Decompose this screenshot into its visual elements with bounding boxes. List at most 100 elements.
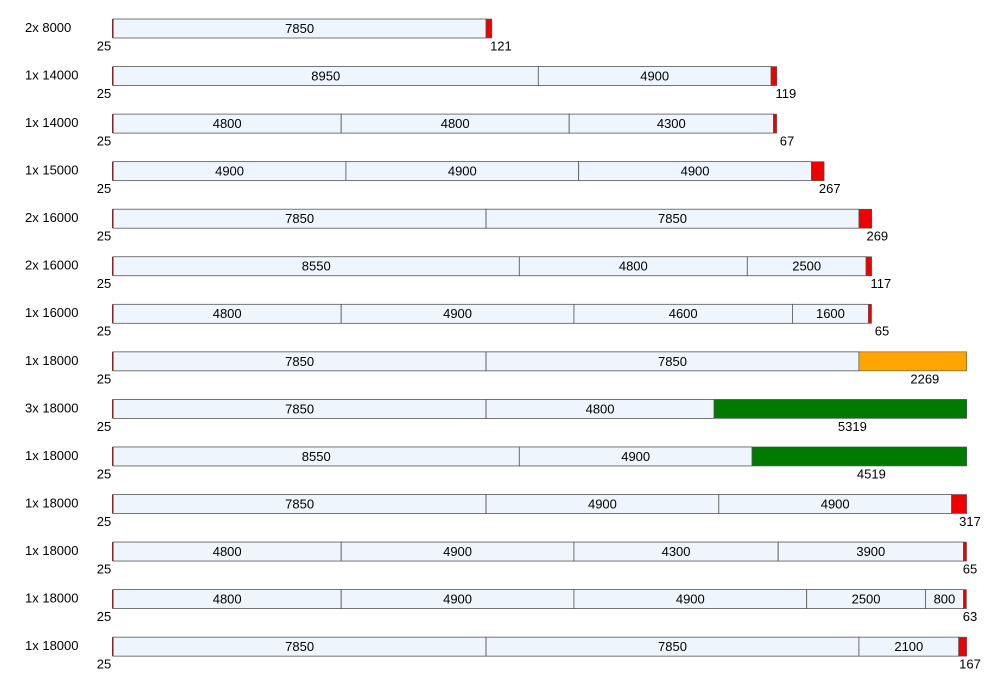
piece-label: 4900	[588, 496, 617, 511]
row-label: 1x 15000	[25, 163, 79, 178]
row-label: 1x 16000	[25, 305, 79, 320]
row-label: 1x 18000	[25, 543, 79, 558]
waste	[868, 303, 872, 324]
start-trim	[112, 209, 114, 229]
waste	[713, 399, 968, 419]
start-trim	[112, 542, 114, 562]
start-label: 25	[97, 134, 111, 149]
piece-label: 4900	[443, 544, 472, 559]
piece-label: 8950	[311, 68, 340, 83]
start-label: 25	[97, 419, 111, 434]
start-trim	[112, 351, 114, 371]
row-label: 1x 18000	[25, 448, 79, 463]
waste-label: 65	[875, 324, 889, 339]
piece-label: 4900	[621, 449, 650, 464]
piece-label: 4900	[821, 496, 850, 511]
start-label: 25	[97, 514, 111, 529]
row-label: 1x 18000	[25, 353, 79, 368]
waste-label: 317	[959, 514, 981, 529]
piece-label: 1600	[816, 306, 845, 321]
piece-label: 4800	[213, 116, 242, 131]
waste	[963, 541, 967, 562]
piece-label: 7850	[285, 401, 314, 416]
row-label: 1x 14000	[25, 67, 79, 82]
waste-label: 5319	[838, 419, 867, 434]
start-trim	[112, 589, 114, 609]
start-trim	[112, 161, 114, 181]
waste	[963, 589, 967, 609]
start-label: 25	[97, 276, 111, 291]
piece-label: 4800	[441, 116, 470, 131]
start-label: 25	[97, 324, 111, 339]
start-trim	[112, 304, 114, 324]
piece-label: 4900	[676, 592, 705, 607]
piece-label: 4800	[586, 401, 615, 416]
start-trim	[112, 19, 114, 38]
start-label: 25	[97, 86, 111, 101]
piece-label: 4900	[215, 164, 244, 179]
start-label: 25	[97, 229, 111, 244]
piece-label: 2500	[852, 592, 881, 607]
piece-label: 7850	[285, 639, 314, 654]
row-label: 2x 8000	[25, 20, 71, 35]
piece-label: 7850	[285, 354, 314, 369]
waste-label: 67	[780, 134, 794, 149]
row-label: 1x 18000	[25, 638, 79, 653]
waste	[858, 208, 873, 229]
start-trim	[112, 399, 114, 419]
waste-label: 167	[959, 657, 981, 672]
row-label: 1x 14000	[25, 115, 79, 130]
piece-label: 7850	[285, 21, 314, 36]
waste-label: 4519	[857, 466, 886, 481]
piece-label: 4900	[640, 68, 669, 83]
waste-label: 2269	[910, 371, 939, 386]
waste-label: 63	[963, 609, 977, 624]
start-label: 25	[97, 181, 111, 196]
waste	[485, 18, 493, 39]
piece-label: 3900	[856, 544, 885, 559]
start-trim	[112, 494, 114, 514]
waste	[958, 636, 967, 657]
row-label: 3x 18000	[25, 400, 79, 415]
start-label: 25	[97, 657, 111, 672]
start-label: 25	[97, 466, 111, 481]
piece-label: 7850	[285, 496, 314, 511]
waste	[865, 256, 872, 277]
piece-label: 2500	[792, 259, 821, 274]
waste-label: 65	[963, 561, 977, 576]
piece-label: 4800	[213, 592, 242, 607]
waste	[751, 446, 968, 467]
row-label: 1x 18000	[25, 495, 79, 510]
piece-label: 4300	[662, 544, 691, 559]
piece-label: 8550	[302, 259, 331, 274]
waste-label: 117	[870, 276, 891, 291]
piece-label: 4900	[443, 306, 472, 321]
waste	[951, 494, 967, 514]
waste	[773, 113, 777, 134]
piece-label: 4800	[619, 259, 648, 274]
row-label: 2x 16000	[25, 258, 79, 273]
piece-label: 800	[934, 592, 956, 607]
piece-label: 7850	[658, 354, 687, 369]
piece-label: 4300	[657, 116, 686, 131]
start-trim	[112, 114, 114, 134]
piece-label: 2100	[894, 639, 923, 654]
piece-label: 4600	[669, 306, 698, 321]
start-trim	[112, 256, 114, 276]
waste	[770, 66, 778, 86]
piece-label: 8550	[302, 449, 331, 464]
start-trim	[112, 66, 114, 86]
start-label: 25	[97, 38, 111, 53]
waste	[858, 351, 968, 372]
waste-label: 267	[819, 181, 841, 196]
start-label: 25	[97, 561, 111, 576]
waste-label: 269	[866, 229, 888, 244]
piece-label: 4900	[443, 592, 472, 607]
start-label: 25	[97, 609, 111, 624]
waste-label: 121	[490, 38, 512, 53]
start-trim	[112, 446, 114, 466]
piece-label: 4800	[213, 306, 242, 321]
piece-label: 7850	[658, 211, 687, 226]
start-label: 25	[97, 371, 111, 386]
